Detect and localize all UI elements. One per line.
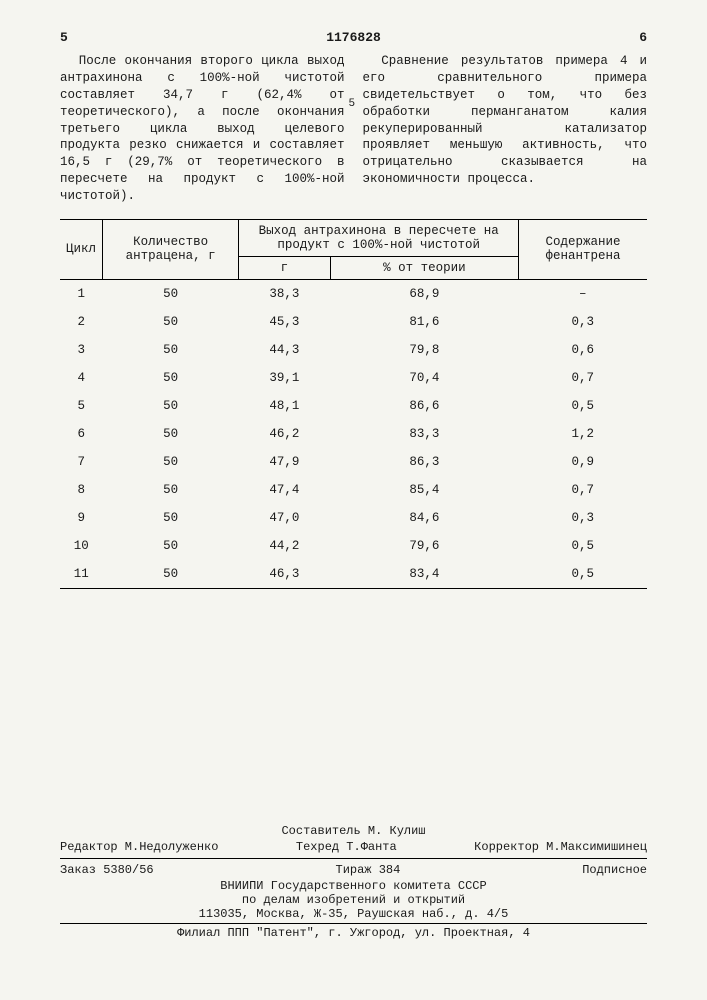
table-row: 95047,084,60,3 <box>60 504 647 532</box>
col-num-right: 6 <box>617 30 647 45</box>
cell-amt: 50 <box>103 420 239 448</box>
cell-cycle: 11 <box>60 560 103 589</box>
table-row: 105044,279,60,5 <box>60 532 647 560</box>
cell-amt: 50 <box>103 364 239 392</box>
table-row: 65046,283,31,2 <box>60 420 647 448</box>
cell-phen: 0,5 <box>519 532 647 560</box>
cell-phen: – <box>519 279 647 308</box>
cell-cycle: 8 <box>60 476 103 504</box>
cell-cycle: 7 <box>60 448 103 476</box>
techred: Техред Т.Фанта <box>296 840 397 854</box>
cell-pct: 79,6 <box>330 532 519 560</box>
cell-g: 39,1 <box>239 364 330 392</box>
table-body: 15038,368,9– 25045,381,60,3 35044,379,80… <box>60 279 647 588</box>
cell-cycle: 5 <box>60 392 103 420</box>
cell-phen: 0,6 <box>519 336 647 364</box>
cell-amt: 50 <box>103 532 239 560</box>
filial: Филиал ППП "Патент", г. Ужгород, ул. Про… <box>60 926 647 940</box>
cell-pct: 85,4 <box>330 476 519 504</box>
cell-cycle: 4 <box>60 364 103 392</box>
cell-phen: 0,5 <box>519 392 647 420</box>
cell-pct: 86,6 <box>330 392 519 420</box>
results-table: Цикл Количество антрацена, г Выход антра… <box>60 219 647 589</box>
cell-pct: 70,4 <box>330 364 519 392</box>
imprint-footer: Составитель М. Кулиш Редактор М.Недолуже… <box>60 824 647 940</box>
cell-phen: 1,2 <box>519 420 647 448</box>
cell-amt: 50 <box>103 392 239 420</box>
cell-g: 38,3 <box>239 279 330 308</box>
th-phen: Содержание фенантрена <box>519 219 647 279</box>
table-row: 35044,379,80,6 <box>60 336 647 364</box>
cell-cycle: 6 <box>60 420 103 448</box>
order-num: Заказ 5380/56 <box>60 863 154 877</box>
doc-number: 1176828 <box>90 30 617 45</box>
cell-amt: 50 <box>103 504 239 532</box>
body-text: После окончания второго цикла выход антр… <box>60 53 647 205</box>
table-row: 55048,186,60,5 <box>60 392 647 420</box>
col-num-left: 5 <box>60 30 90 45</box>
cell-phen: 0,5 <box>519 560 647 589</box>
podpisnoe: Подписное <box>582 863 647 877</box>
th-cycle: Цикл <box>60 219 103 279</box>
cell-phen: 0,9 <box>519 448 647 476</box>
table-row: 85047,485,40,7 <box>60 476 647 504</box>
cell-g: 46,3 <box>239 560 330 589</box>
cell-amt: 50 <box>103 308 239 336</box>
cell-pct: 79,8 <box>330 336 519 364</box>
cell-amt: 50 <box>103 560 239 589</box>
editor: Редактор М.Недолуженко <box>60 840 218 854</box>
cell-cycle: 1 <box>60 279 103 308</box>
right-column: 5 Сравнение результатов примера 4 и его … <box>363 53 648 205</box>
cell-g: 44,2 <box>239 532 330 560</box>
page-header: 5 1176828 6 <box>60 30 647 45</box>
table-row: 15038,368,9– <box>60 279 647 308</box>
cell-g: 45,3 <box>239 308 330 336</box>
tirazh: Тираж 384 <box>336 863 401 877</box>
cell-g: 47,4 <box>239 476 330 504</box>
cell-amt: 50 <box>103 279 239 308</box>
table-row: 25045,381,60,3 <box>60 308 647 336</box>
cell-pct: 84,6 <box>330 504 519 532</box>
cell-cycle: 3 <box>60 336 103 364</box>
th-yield: Выход антрахинона в пересчете на продукт… <box>239 219 519 256</box>
cell-phen: 0,7 <box>519 476 647 504</box>
cell-g: 47,9 <box>239 448 330 476</box>
cell-cycle: 10 <box>60 532 103 560</box>
table-row: 75047,986,30,9 <box>60 448 647 476</box>
cell-pct: 68,9 <box>330 279 519 308</box>
th-yield-pct: % от теории <box>330 256 519 279</box>
th-yield-g: г <box>239 256 330 279</box>
right-para: Сравнение результатов примера 4 и его ср… <box>363 53 648 188</box>
left-para: После окончания второго цикла выход антр… <box>60 53 345 205</box>
cell-g: 44,3 <box>239 336 330 364</box>
table-head: Цикл Количество антрацена, г Выход антра… <box>60 219 647 279</box>
cell-amt: 50 <box>103 336 239 364</box>
left-column: После окончания второго цикла выход антр… <box>60 53 345 205</box>
corrector: Корректор М.Максимишинец <box>474 840 647 854</box>
cell-g: 46,2 <box>239 420 330 448</box>
table-row: 45039,170,40,7 <box>60 364 647 392</box>
cell-phen: 0,7 <box>519 364 647 392</box>
org-line2: по делам изобретений и открытий <box>60 893 647 907</box>
cell-amt: 50 <box>103 448 239 476</box>
cell-pct: 83,4 <box>330 560 519 589</box>
th-amount: Количество антрацена, г <box>103 219 239 279</box>
cell-phen: 0,3 <box>519 504 647 532</box>
cell-cycle: 2 <box>60 308 103 336</box>
address: 113035, Москва, Ж-35, Раушская наб., д. … <box>60 907 647 921</box>
line-number-5: 5 <box>349 97 356 112</box>
org-line1: ВНИИПИ Государственного комитета СССР <box>60 879 647 893</box>
cell-g: 48,1 <box>239 392 330 420</box>
cell-g: 47,0 <box>239 504 330 532</box>
compiler: Составитель М. Кулиш <box>60 824 647 838</box>
table-row: 115046,383,40,5 <box>60 560 647 589</box>
cell-pct: 83,3 <box>330 420 519 448</box>
cell-pct: 86,3 <box>330 448 519 476</box>
cell-cycle: 9 <box>60 504 103 532</box>
cell-amt: 50 <box>103 476 239 504</box>
cell-phen: 0,3 <box>519 308 647 336</box>
cell-pct: 81,6 <box>330 308 519 336</box>
